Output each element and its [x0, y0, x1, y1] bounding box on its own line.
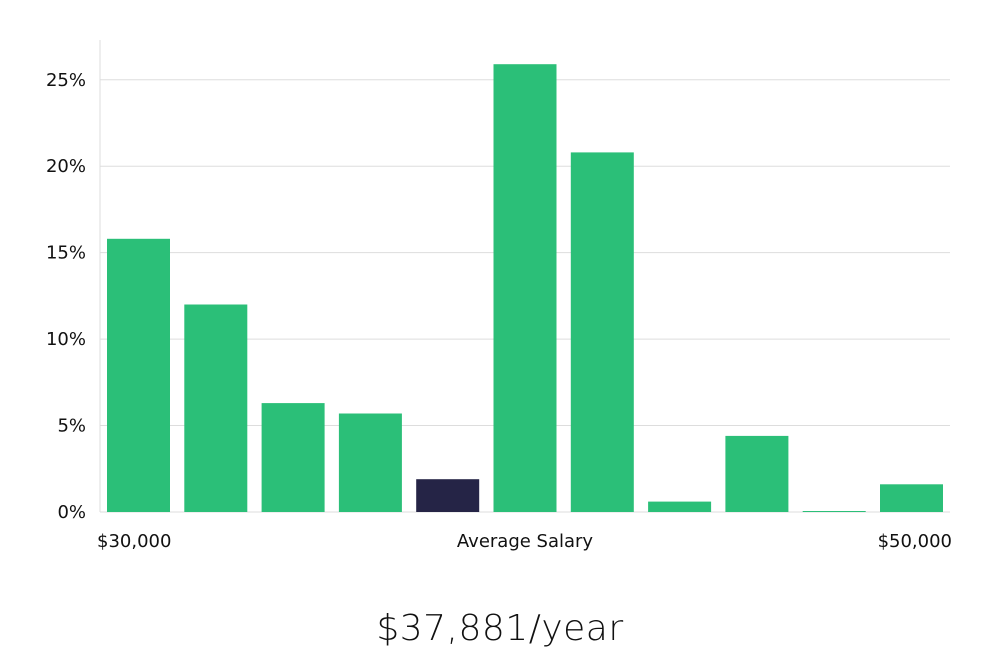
bar	[570, 152, 634, 512]
bar	[338, 413, 402, 512]
bar	[184, 304, 248, 512]
bar	[802, 511, 866, 512]
y-tick-label: 5%	[57, 416, 86, 437]
bar-highlighted-average	[416, 479, 480, 512]
x-label-max: $50,000	[878, 531, 952, 552]
bar	[261, 403, 325, 512]
bar	[725, 435, 789, 512]
bar	[107, 238, 170, 513]
x-axis-title: Average Salary	[457, 531, 594, 552]
y-tick-label: 10%	[46, 329, 86, 350]
average-salary-caption: $37,881/year	[376, 608, 624, 649]
y-tick-labels: 0% 5% 10% 15% 20% 25%	[46, 70, 86, 523]
bar	[648, 501, 712, 512]
bar	[880, 484, 943, 512]
bar-chart-svg: 0%5%10%15%20%25% $30,000 Average Salary …	[46, 40, 952, 552]
bar	[493, 64, 557, 512]
bars	[107, 64, 943, 513]
y-tick-label: 25%	[46, 70, 86, 91]
y-tick-label: 15%	[46, 243, 86, 264]
y-tick-label: 20%	[46, 156, 86, 177]
x-label-min: $30,000	[97, 531, 171, 552]
y-tick-label: 0%	[57, 502, 86, 523]
